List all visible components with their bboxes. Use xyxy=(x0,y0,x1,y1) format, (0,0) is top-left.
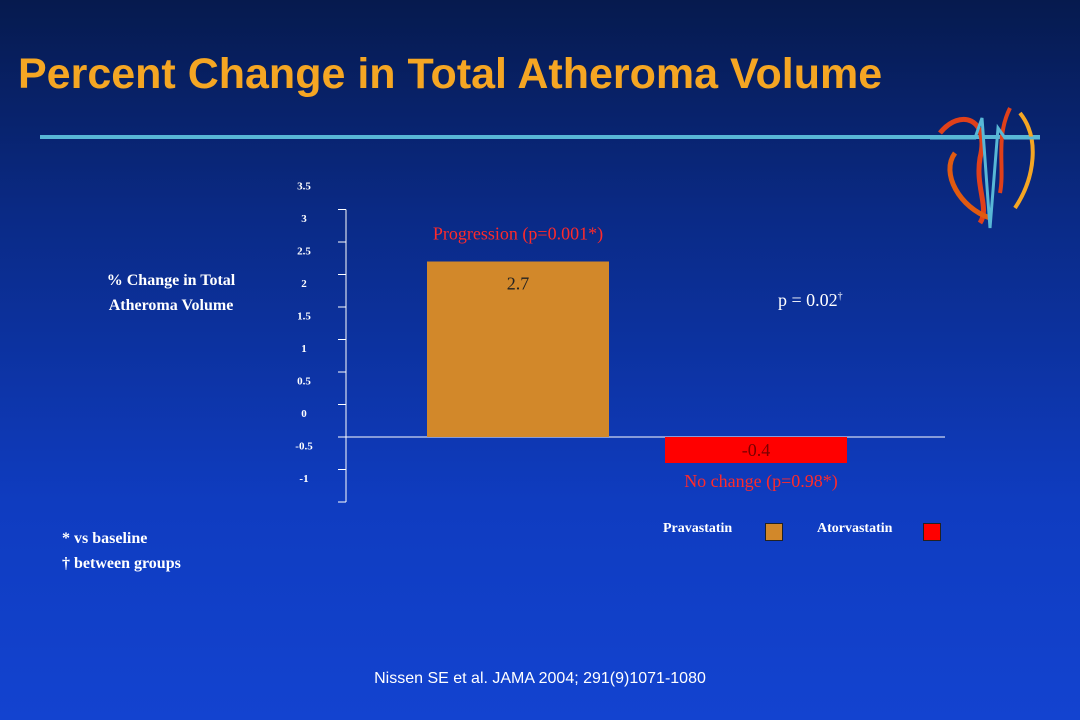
footnote-baseline: * vs baseline xyxy=(62,530,148,547)
y-tick-label: 1 xyxy=(301,343,307,355)
y-tick-label: 0.5 xyxy=(297,376,311,388)
y-axis-title-line1: % Change in Total xyxy=(106,272,236,289)
bar-pravastatin xyxy=(427,261,609,437)
y-axis-title: % Change in Total Atheroma Volume xyxy=(56,268,286,318)
title-underline xyxy=(40,135,1040,139)
annotation-atorvastatin: No change (p=0.98*) xyxy=(684,471,838,492)
citation: Nissen SE et al. JAMA 2004; 291(9)1071-1… xyxy=(374,670,706,687)
bar-atorvastatin xyxy=(665,437,847,463)
y-tick-label: 3 xyxy=(301,213,307,225)
data-label-pravastatin: 2.7 xyxy=(507,274,530,294)
y-tick-label: 1.5 xyxy=(297,311,311,323)
y-axis-title-line2: Atheroma Volume xyxy=(108,297,234,314)
p-value-text: p = 0.02 xyxy=(778,290,838,310)
y-tick-label: 2 xyxy=(301,278,307,290)
heart-ecg-logo-icon xyxy=(930,107,1040,229)
legend-label-pravastatin: Pravastatin xyxy=(663,521,733,536)
p-value-mark: † xyxy=(837,291,843,302)
page-title: Percent Change in Total Atheroma Volume xyxy=(18,50,883,98)
footnote-between-groups: † between groups xyxy=(62,555,181,572)
legend-label-atorvastatin: Atorvastatin xyxy=(817,521,893,536)
y-tick-label: 3.5 xyxy=(297,181,311,193)
legend-swatch-pravastatin xyxy=(765,523,783,541)
data-label-atorvastatin: -0.4 xyxy=(742,440,771,460)
between-groups-p-value: p = 0.02† xyxy=(778,290,843,311)
y-tick-label: 2.5 xyxy=(297,246,311,258)
annotation-pravastatin: Progression (p=0.001*) xyxy=(433,224,603,245)
legend-swatch-atorvastatin xyxy=(923,523,941,541)
y-tick-label: 0 xyxy=(301,408,307,420)
y-tick-label: -0.5 xyxy=(295,441,313,453)
y-tick-label: -1 xyxy=(299,473,308,485)
